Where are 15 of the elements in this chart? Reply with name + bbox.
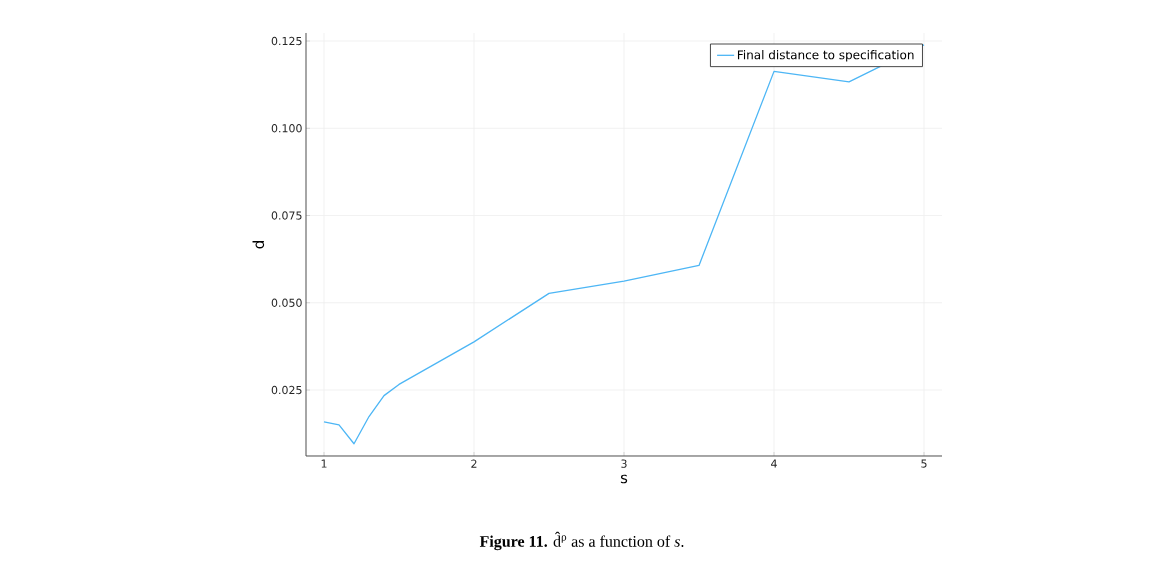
y-tick-label: 0.050 (271, 298, 302, 307)
text: Figure 11. d̂$^{ρ}$ as a function of s. (479, 531, 684, 551)
x-axis-title: s (620, 474, 628, 484)
x-tick-label: 4 (771, 459, 777, 468)
x-tick-label: 1 (321, 459, 327, 468)
y-tick-label: 0.025 (271, 385, 302, 395)
x-tick-label: 5 (921, 459, 927, 468)
y-tick-label: 0.125 (271, 36, 302, 46)
x-tick-label: 3 (621, 459, 627, 468)
line-series (323, 44, 925, 445)
x-tick-label: 2 (471, 459, 477, 468)
y-axis-title: d (252, 241, 265, 249)
legend-label: Final distance to specification (737, 50, 914, 62)
y-tick-label: 0.100 (271, 124, 302, 133)
y-tick-label: 0.075 (271, 211, 302, 220)
